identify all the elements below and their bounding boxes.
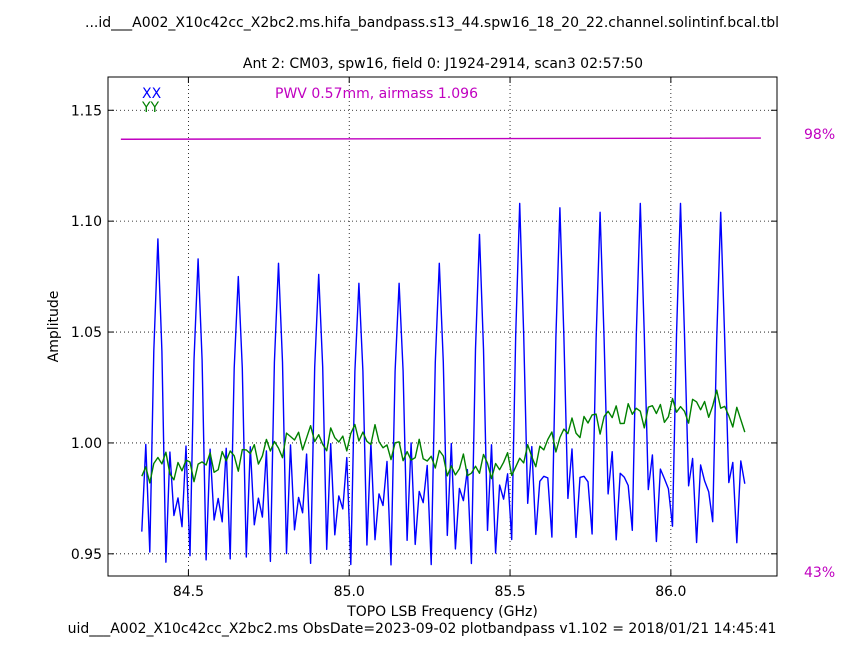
transmission-bottom-label: 43% <box>804 565 835 581</box>
y-tick-label: 1.00 <box>71 436 102 452</box>
plot-frame <box>107 76 778 577</box>
y-tick-label: 0.95 <box>71 547 102 563</box>
series-line-yy <box>141 389 746 484</box>
legend-label-yy: YY <box>141 100 160 116</box>
x-axis-label: TOPO LSB Frequency (GHz) <box>346 604 538 620</box>
y-axis-label: Amplitude <box>46 291 62 363</box>
transmission-line <box>120 137 761 140</box>
chart-file-title: ...id___A002_X10c42cc_X2bc2.ms.hifa_band… <box>84 15 780 31</box>
pwv-annotation: PWV 0.57mm, airmass 1.096 <box>275 86 478 102</box>
x-tick-label: 85.5 <box>494 584 525 600</box>
chart-subtitle: Ant 2: CM03, spw16, field 0: J1924-2914,… <box>242 56 644 72</box>
x-tick-label: 85.0 <box>334 584 365 600</box>
x-tick-label: 84.5 <box>173 584 204 600</box>
legend-label-xx: XX <box>142 86 162 102</box>
x-tick-label: 86.0 <box>655 584 686 600</box>
series-line-xx <box>141 202 746 566</box>
y-tick-label: 1.10 <box>71 214 102 230</box>
y-tick-label: 1.15 <box>71 103 102 119</box>
transmission-top-label: 98% <box>804 127 835 143</box>
footer-caption: uid___A002_X10c42cc_X2bc2.ms ObsDate=202… <box>67 621 777 637</box>
y-tick-label: 1.05 <box>71 325 102 341</box>
